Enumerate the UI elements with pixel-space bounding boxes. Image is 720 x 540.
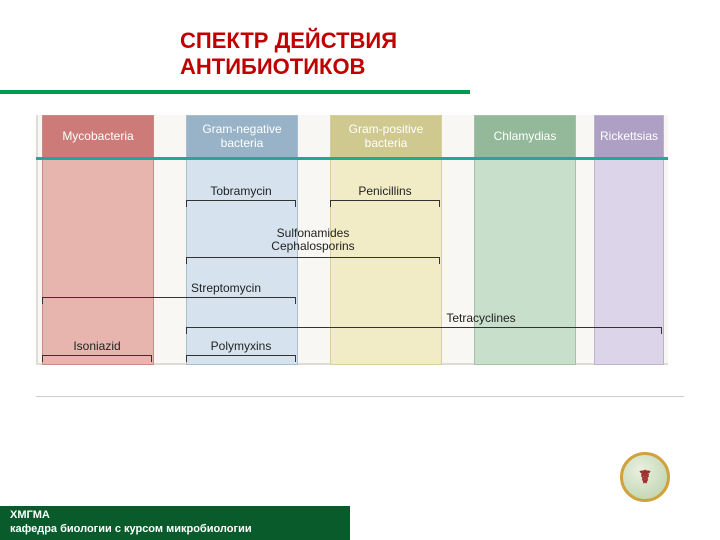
antibiotic-label: Isoniazid: [42, 340, 152, 353]
footer-bar: ХМГМА кафедра биологии с курсом микробио…: [0, 506, 350, 540]
category-header: Mycobacteria: [43, 116, 153, 157]
category-header: Gram-negative bacteria: [187, 116, 297, 157]
footer-line1: ХМГМА: [10, 509, 50, 521]
category-header: Chlamydias: [475, 116, 575, 157]
header-divider: [0, 90, 470, 94]
spectrum-bracket: [42, 297, 296, 304]
institution-logo: ☤: [620, 452, 670, 502]
spectrum-bracket: [186, 327, 662, 334]
antibiotic-label: Streptomycin: [166, 282, 286, 295]
green-span-bar: [36, 157, 668, 160]
slide-root: СПЕКТР ДЕЙСТВИЯ АНТИБИОТИКОВ Mycobacteri…: [0, 0, 720, 540]
spectrum-bracket: [186, 200, 296, 207]
footer-line2: кафедра биологии с курсом микробиологии: [10, 523, 252, 535]
antibiotic-label: Sulfonamides Cephalosporins: [186, 227, 440, 253]
slide-title: СПЕКТР ДЕЙСТВИЯ АНТИБИОТИКОВ: [180, 28, 397, 81]
logo-glyph: ☤: [639, 467, 651, 488]
separator-line: [36, 396, 684, 397]
title-line2: АНТИБИОТИКОВ: [180, 54, 365, 79]
spectrum-diagram: Mycobacteria Gram-negative bacteria Gram-p…: [36, 115, 668, 365]
title-line1: СПЕКТР ДЕЙСТВИЯ: [180, 28, 397, 53]
spectrum-bracket: [330, 200, 440, 207]
spectrum-bracket: [42, 355, 152, 362]
antibiotic-label: Penicillins: [330, 185, 440, 198]
spectrum-bracket: [186, 257, 440, 264]
spectrum-bracket: [186, 355, 296, 362]
category-column: Mycobacteria: [42, 115, 154, 365]
category-header: Rickettsias: [595, 116, 663, 157]
antibiotic-label: Tetracyclines: [406, 312, 556, 325]
category-header: Gram-positive bacteria: [331, 116, 441, 157]
antibiotic-label: Polymyxins: [186, 340, 296, 353]
antibiotic-label: Tobramycin: [186, 185, 296, 198]
